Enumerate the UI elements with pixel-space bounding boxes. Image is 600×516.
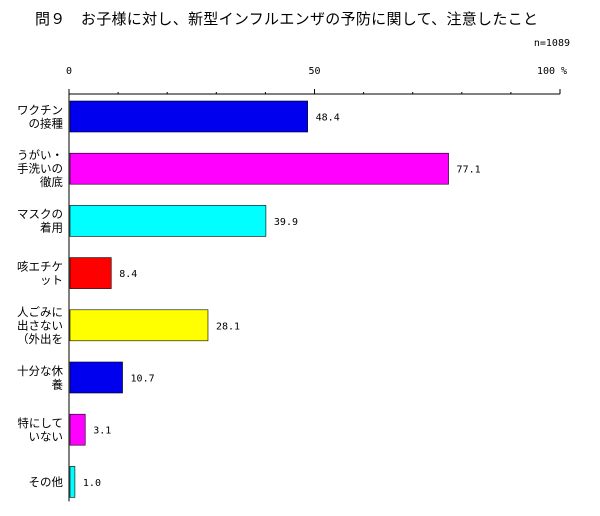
data-label: 77.1 (457, 165, 481, 176)
category-label: 特にして (17, 416, 63, 430)
bar (69, 309, 209, 342)
data-label: 10.7 (131, 374, 155, 385)
category-label: ット (40, 273, 63, 287)
category-label: 徹底 (40, 175, 63, 189)
bar (69, 152, 449, 185)
category-label: ワクチン (17, 103, 63, 117)
x-tick-label: 50 (308, 66, 320, 77)
bar (69, 257, 112, 289)
chart-title: 問９ お子様に対し、新型インフルエンザの予防に関して、注意したこと (35, 10, 539, 28)
category-label: 十分な休 (17, 364, 63, 378)
category-label: の接種 (29, 116, 64, 130)
data-label: 48.4 (316, 113, 340, 124)
category-label: （外出を (17, 332, 63, 346)
bar (69, 100, 308, 133)
bar (69, 466, 76, 498)
x-tick-label: 100 % (537, 66, 567, 77)
category-label: 養 (52, 377, 64, 391)
data-label: 39.9 (274, 217, 298, 228)
data-label: 8.4 (119, 269, 137, 280)
bar (69, 205, 267, 237)
category-label: 出さない (17, 318, 63, 332)
category-label: いない (29, 429, 64, 443)
x-tick-label: 0 (66, 66, 72, 77)
bar (69, 413, 86, 446)
bar (69, 361, 123, 394)
sample-size-note: n=1089 (533, 38, 570, 49)
category-label: マスクの (17, 207, 63, 221)
category-label: 人ごみに (17, 305, 63, 319)
category-label: 咳エチケ (17, 259, 63, 273)
data-label: 3.1 (93, 426, 111, 437)
data-label: 28.1 (216, 321, 240, 332)
category-label: その他 (29, 475, 64, 489)
category-label: 着用 (40, 221, 63, 235)
category-label: うがい・ (17, 148, 63, 162)
category-label: 手洗いの (17, 162, 63, 176)
data-label: 1.0 (83, 478, 101, 489)
